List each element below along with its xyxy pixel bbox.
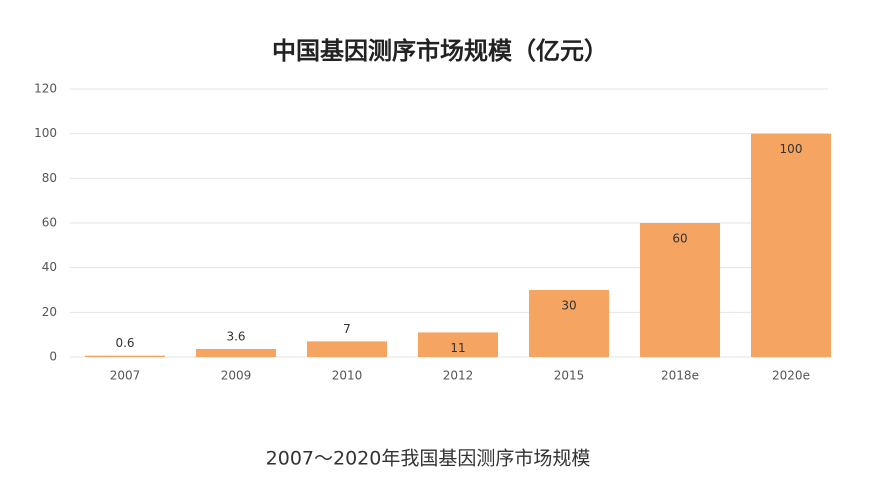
bar [640,223,720,357]
y-tick-label: 120 [34,82,57,96]
x-tick-label: 2020e [772,369,810,383]
bar [418,332,498,357]
y-tick-label: 20 [42,305,57,319]
y-tick-label: 60 [42,216,57,230]
bar [307,341,387,357]
bar [529,290,609,357]
value-label: 100 [780,142,803,156]
value-label: 0.6 [115,336,134,350]
x-tick-label: 2009 [221,369,252,383]
y-tick-label: 40 [42,260,57,274]
x-tick-label: 2010 [332,369,363,383]
y-tick-label: 0 [49,350,57,364]
chart-title: 中国基因测序市场规模（亿元） [272,37,608,65]
x-tick-label: 2007 [110,369,141,383]
value-label: 11 [450,341,465,355]
bar [196,348,276,357]
value-label: 3.6 [226,329,245,343]
value-label: 30 [561,299,576,313]
x-tick-label: 2012 [443,369,474,383]
value-label: 7 [343,322,351,336]
caption: 2007～2020年我国基因测序市场规模 [266,448,591,470]
y-tick-label: 100 [34,126,57,140]
bar [751,133,831,357]
x-tick-label: 2015 [554,369,585,383]
x-tick-label: 2018e [661,369,699,383]
value-label: 60 [672,232,687,246]
y-tick-label: 80 [42,171,57,185]
bar [85,355,165,357]
